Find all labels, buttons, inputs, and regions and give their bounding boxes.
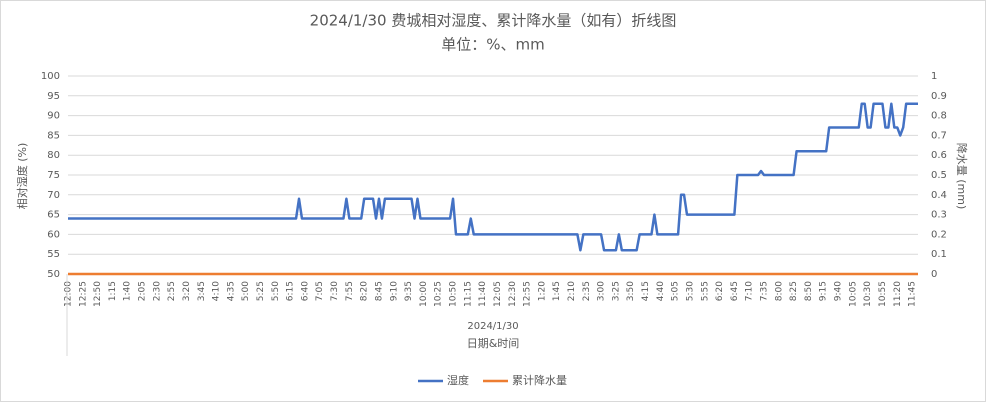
x-tick-label: 3:20 bbox=[182, 281, 192, 301]
x-tick-label: 3:50 bbox=[626, 281, 636, 301]
y-tick-label: 100 bbox=[41, 71, 60, 82]
y-tick-label: 50 bbox=[47, 269, 60, 280]
x-tick-label: 6:40 bbox=[300, 281, 310, 301]
x-tick-label: 9:15 bbox=[819, 281, 829, 301]
x-tick-label: 6:15 bbox=[286, 281, 296, 301]
x-tick-label: 7:10 bbox=[745, 281, 755, 301]
x-tick-label: 12:50 bbox=[93, 281, 103, 307]
y2-tick-label: 0.1 bbox=[931, 249, 947, 260]
x-tick-label: 10:25 bbox=[434, 281, 444, 307]
y2-tick-label: 0.2 bbox=[931, 229, 947, 240]
x-tick-label: 8:25 bbox=[789, 281, 799, 301]
y2-tick-label: 0.3 bbox=[931, 210, 947, 221]
x-tick-label: 1:45 bbox=[552, 281, 562, 301]
y2-tick-label: 0.4 bbox=[931, 190, 947, 201]
x-tick-label: 2:35 bbox=[582, 281, 592, 301]
x-tick-label: 9:35 bbox=[404, 281, 414, 301]
y2-tick-label: 0.8 bbox=[931, 111, 947, 122]
x-tick-label: 7:55 bbox=[345, 281, 355, 301]
x-tick-label: 6:45 bbox=[730, 281, 740, 301]
x-tick-label: 4:10 bbox=[212, 281, 222, 301]
series-line bbox=[68, 102, 918, 252]
y2-tick-label: 0.5 bbox=[931, 170, 947, 181]
y-tick-label: 90 bbox=[47, 111, 60, 122]
x-tick-label: 9:40 bbox=[834, 281, 844, 301]
x-tick-label: 5:55 bbox=[700, 281, 710, 301]
y-tick-label: 60 bbox=[47, 229, 60, 240]
legend-label: 湿度 bbox=[447, 373, 469, 387]
x-tick-label: 12:00 bbox=[64, 281, 74, 307]
x-tick-label: 2:05 bbox=[138, 281, 148, 301]
x-tick-label: 5:30 bbox=[685, 281, 695, 301]
x-tick-label: 4:15 bbox=[641, 281, 651, 301]
chart-subtitle: 单位：%、mm bbox=[441, 36, 544, 54]
x-tick-label: 6:20 bbox=[715, 281, 725, 301]
x-tick-label: 1:20 bbox=[537, 281, 547, 301]
x-tick-label: 11:40 bbox=[478, 281, 488, 307]
x-tick-label: 12:05 bbox=[493, 281, 503, 307]
x-tick-label: 8:50 bbox=[804, 281, 814, 301]
y2-tick-label: 0.6 bbox=[931, 150, 947, 161]
x-tick-label: 3:45 bbox=[197, 281, 207, 301]
y-tick-label: 80 bbox=[47, 150, 60, 161]
x-tick-label: 7:05 bbox=[315, 281, 325, 301]
x-tick-label: 2:30 bbox=[152, 281, 162, 301]
y2-tick-label: 0 bbox=[931, 269, 937, 280]
x-tick-label: 11:20 bbox=[893, 281, 903, 307]
legend-label: 累计降水量 bbox=[512, 373, 567, 387]
x-tick-label: 10:00 bbox=[419, 281, 429, 307]
y-tick-label: 95 bbox=[47, 91, 60, 102]
x-axis-title: 日期&时间 bbox=[467, 337, 520, 350]
y-tick-label: 55 bbox=[47, 249, 60, 260]
x-group-label: 2024/1/30 bbox=[467, 321, 518, 332]
x-tick-label: 4:35 bbox=[226, 281, 236, 301]
x-tick-label: 3:25 bbox=[611, 281, 621, 301]
y-tick-label: 85 bbox=[47, 130, 60, 141]
x-tick-label: 5:00 bbox=[241, 281, 251, 301]
x-tick-label: 12:30 bbox=[508, 281, 518, 307]
y2-tick-label: 0.9 bbox=[931, 91, 947, 102]
x-tick-label: 10:30 bbox=[863, 281, 873, 307]
x-tick-label: 12:55 bbox=[523, 281, 533, 307]
x-tick-label: 8:20 bbox=[360, 281, 370, 301]
x-tick-label: 2:10 bbox=[567, 281, 577, 301]
y2-tick-label: 1 bbox=[931, 71, 937, 82]
y-tick-label: 75 bbox=[47, 170, 60, 181]
x-tick-label: 1:15 bbox=[108, 281, 118, 301]
x-tick-label: 4:40 bbox=[656, 281, 666, 301]
x-tick-label: 2:55 bbox=[167, 281, 177, 301]
x-tick-label: 12:25 bbox=[78, 281, 88, 307]
y2-tick-label: 0.7 bbox=[931, 130, 947, 141]
x-tick-label: 10:55 bbox=[878, 281, 888, 307]
y-axis-title: 相对湿度 (%) bbox=[15, 143, 29, 210]
y-tick-label: 65 bbox=[47, 210, 60, 221]
x-tick-label: 11:45 bbox=[908, 281, 918, 307]
x-tick-label: 5:05 bbox=[671, 281, 681, 301]
x-tick-label: 5:50 bbox=[271, 281, 281, 301]
x-tick-label: 10:05 bbox=[848, 281, 858, 307]
x-tick-label: 11:15 bbox=[463, 281, 473, 307]
x-tick-label: 3:00 bbox=[597, 281, 607, 301]
x-tick-label: 9:10 bbox=[389, 281, 399, 301]
chart-title: 2024/1/30 费城相对湿度、累计降水量（如有）折线图 bbox=[310, 12, 677, 30]
y2-axis-title: 降水量 (mm) bbox=[955, 143, 969, 210]
x-tick-label: 8:00 bbox=[774, 281, 784, 301]
y-tick-label: 70 bbox=[47, 190, 60, 201]
x-tick-label: 8:45 bbox=[374, 281, 384, 301]
x-tick-label: 10:50 bbox=[449, 281, 459, 307]
x-tick-label: 5:25 bbox=[256, 281, 266, 301]
x-tick-label: 7:30 bbox=[330, 281, 340, 301]
x-tick-label: 1:40 bbox=[123, 281, 133, 301]
x-tick-label: 7:35 bbox=[759, 281, 769, 301]
